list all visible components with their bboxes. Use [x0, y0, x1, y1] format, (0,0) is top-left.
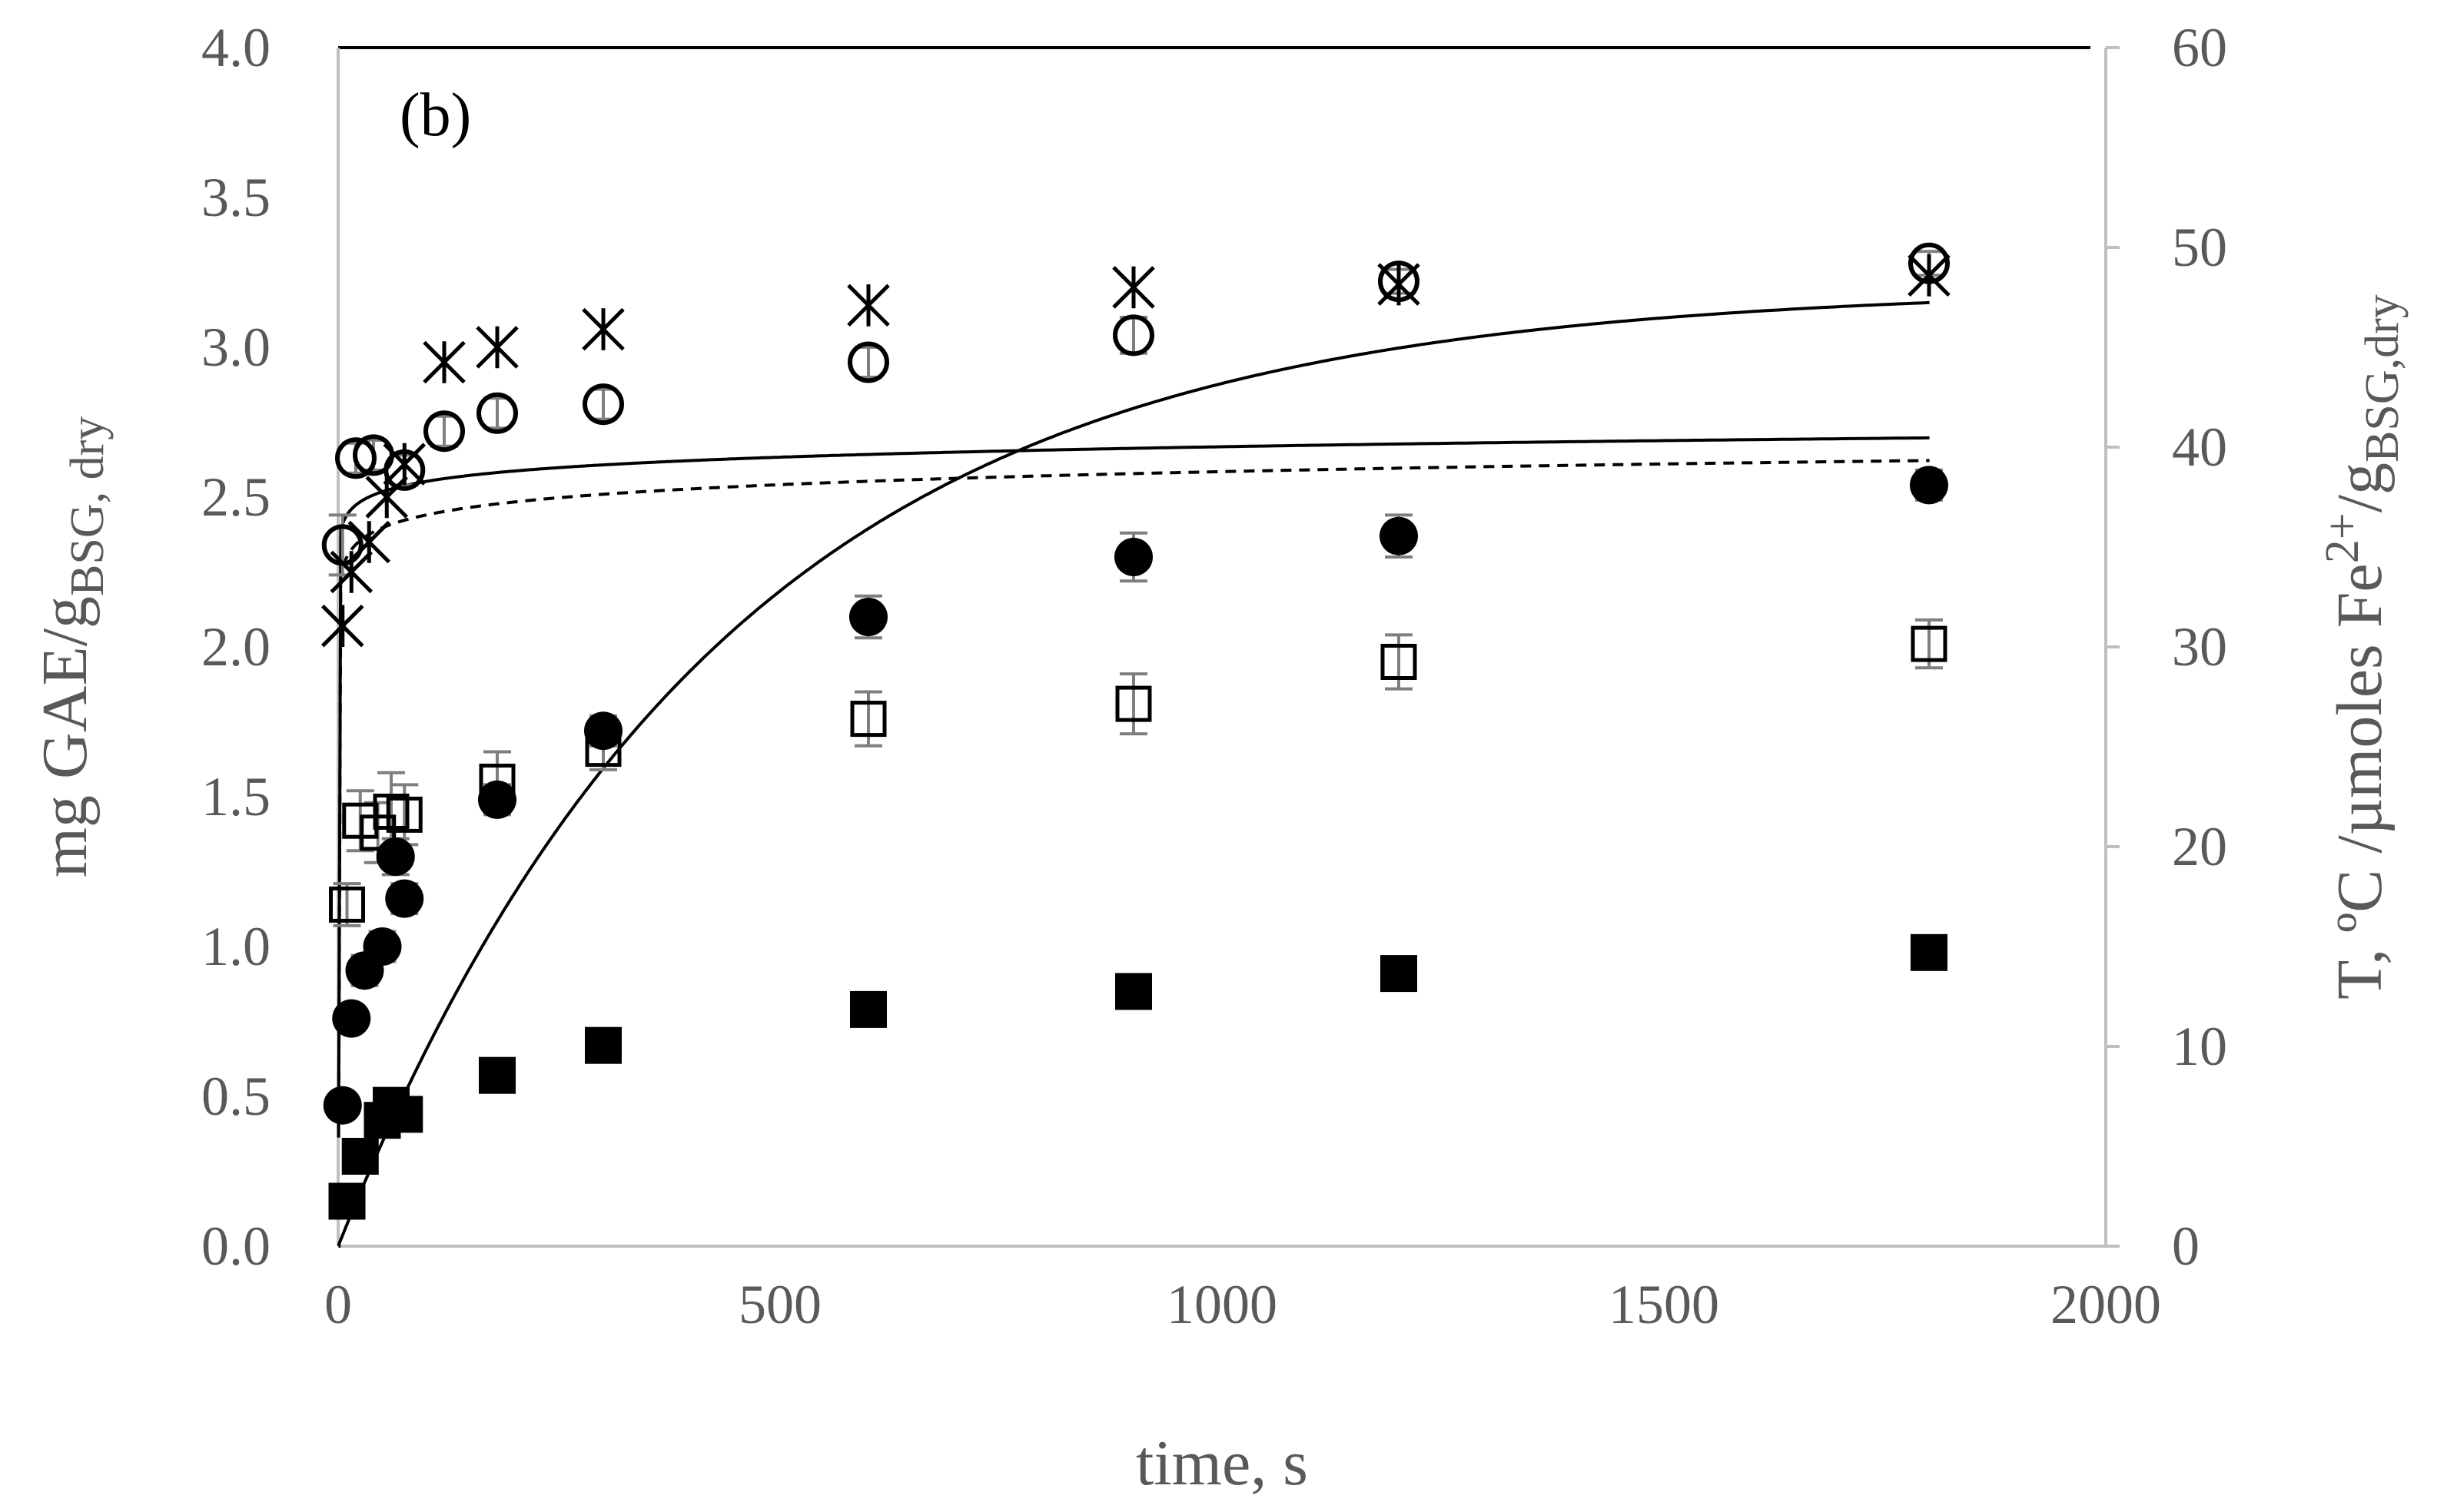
data-point-star — [847, 284, 890, 327]
y-left-tick-label: 0.5 — [201, 1066, 271, 1127]
x-tick-label: 1000 — [1167, 1274, 1277, 1335]
data-point-open-square — [329, 886, 365, 923]
y-right-title-main: T, ºC /µmoles Fe — [2324, 563, 2396, 1000]
data-point-open-square — [585, 731, 622, 768]
y-right-tick-label: 10 — [2172, 1016, 2227, 1077]
y-right-tick-labels: 0 10 20 30 40 50 60 — [2106, 17, 2227, 1277]
y-right-tick-label: 30 — [2172, 616, 2227, 678]
y-left-tick-label: 2.5 — [201, 466, 271, 528]
data-point-filled-circle — [323, 1086, 362, 1125]
data-point-open-circle — [583, 383, 624, 426]
data-point-open-circle — [1113, 314, 1154, 356]
data-point-open-circle — [335, 437, 377, 479]
data-point-star — [476, 326, 519, 369]
y-right-tick-label: 0 — [2172, 1215, 2200, 1277]
data-point-filled-square — [850, 990, 887, 1028]
data-point-open-square — [850, 701, 887, 738]
data-point-filled-square — [341, 1138, 379, 1175]
data-point-open-square — [1115, 685, 1152, 722]
data-point-star — [347, 520, 391, 564]
y-left-tick-label: 1.5 — [201, 766, 271, 827]
y-left-tick-label: 3.5 — [201, 167, 271, 228]
data-point-filled-circle — [1380, 516, 1418, 555]
y-left-title-main: mg GAE/g — [29, 596, 101, 877]
x-tick-label: 0 — [324, 1274, 352, 1335]
data-point-filled-square — [585, 1026, 622, 1064]
data-point-filled-circle — [332, 999, 371, 1038]
y-right-title-sub: BSG,dry — [2356, 294, 2409, 463]
data-point-filled-circle — [363, 927, 402, 966]
data-point-open-square — [479, 764, 516, 800]
x-tick-label: 500 — [739, 1274, 822, 1335]
x-tick-labels: 0 500 1000 1500 2000 — [324, 1274, 2161, 1335]
data-point-open-circle — [848, 341, 889, 383]
data-point-filled-circle — [1910, 466, 1948, 505]
y-right-tick-label: 40 — [2172, 416, 2227, 478]
data-point-open-square — [373, 794, 410, 830]
data-point-filled-square — [479, 1056, 516, 1094]
data-point-star — [582, 307, 625, 351]
y-right-tick-label: 60 — [2172, 17, 2227, 78]
data-point-open-circle — [476, 392, 518, 434]
data-point-filled-square — [328, 1182, 366, 1220]
axes — [337, 46, 2107, 1248]
y-left-tick-label: 4.0 — [201, 17, 271, 78]
y-right-title-mid: /g — [2324, 463, 2396, 512]
panel-label: (b) — [400, 81, 471, 149]
data-point-open-circle — [423, 410, 465, 453]
y-left-tick-label: 2.0 — [201, 616, 271, 678]
y-right-tick-label: 50 — [2172, 217, 2227, 278]
data-point-filled-circle — [385, 879, 424, 918]
y-left-title-sub: BSG, dry — [61, 416, 114, 596]
data-point-filled-square — [1380, 955, 1417, 993]
data-point-filled-square — [1911, 933, 1947, 971]
data-point-filled-circle — [1114, 538, 1153, 576]
y-left-tick-label: 0.0 — [201, 1215, 271, 1277]
x-axis-title: time, s — [1136, 1427, 1308, 1499]
data-point-open-square — [1911, 625, 1947, 662]
y-left-tick-label: 1.0 — [201, 916, 271, 977]
data-point-star — [1112, 266, 1155, 309]
data-markers — [320, 242, 1951, 1220]
data-point-star — [1907, 254, 1951, 297]
x-tick-label: 2000 — [2050, 1274, 2161, 1335]
x-tick-label: 1500 — [1609, 1274, 1719, 1335]
data-point-star — [1377, 263, 1420, 306]
fit-curves — [337, 300, 1930, 1248]
data-point-star — [320, 604, 364, 648]
data-point-filled-circle — [849, 598, 888, 636]
fit-curve — [337, 436, 1930, 1129]
fit-curve — [337, 300, 1930, 1248]
data-point-open-square — [386, 796, 423, 833]
y-left-tick-labels: 0.0 0.5 1.0 1.5 2.0 2.5 3.0 3.5 4.0 — [201, 17, 271, 1277]
data-point-filled-square — [386, 1096, 423, 1133]
y-right-title-sup: 2+ — [2316, 512, 2369, 563]
data-point-star — [423, 340, 466, 384]
data-point-star — [383, 443, 427, 486]
data-point-filled-square — [1115, 973, 1152, 1010]
y-right-tick-label: 20 — [2172, 816, 2227, 877]
y-left-tick-label: 3.0 — [201, 317, 271, 378]
data-point-open-square — [1380, 644, 1417, 680]
y-left-axis-title: mg GAE/gBSG, dry — [29, 416, 114, 878]
y-right-axis-title: T, ºC /µmoles Fe2+/gBSG,dry — [2316, 294, 2409, 1000]
